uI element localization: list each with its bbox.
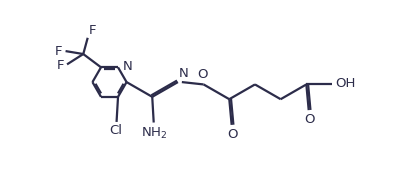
Text: OH: OH <box>335 77 355 90</box>
Text: NH$_2$: NH$_2$ <box>141 125 167 141</box>
Text: F: F <box>55 45 63 58</box>
Text: N: N <box>179 67 189 80</box>
Text: O: O <box>305 113 315 126</box>
Text: O: O <box>227 128 238 141</box>
Text: F: F <box>89 24 96 37</box>
Text: N: N <box>122 60 132 73</box>
Text: F: F <box>57 59 64 72</box>
Text: Cl: Cl <box>109 124 122 137</box>
Text: O: O <box>197 69 208 81</box>
